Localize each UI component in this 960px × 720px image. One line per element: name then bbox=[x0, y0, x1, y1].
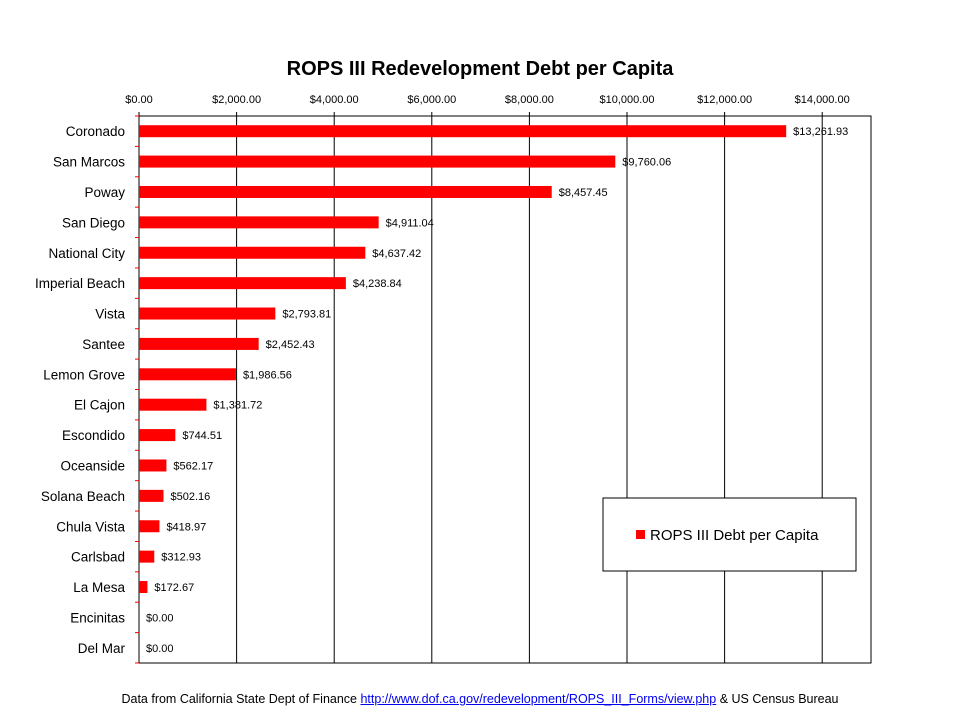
category-label: Santee bbox=[82, 337, 125, 352]
bar bbox=[139, 277, 346, 290]
data-label: $1,986.56 bbox=[243, 369, 292, 381]
data-label: $13,261.93 bbox=[793, 126, 848, 138]
category-label: Imperial Beach bbox=[35, 276, 125, 291]
x-tick-label: $0.00 bbox=[125, 94, 153, 106]
data-label: $8,457.45 bbox=[559, 187, 608, 199]
data-labels: $13,261.93 $9,760.06 $8,457.45 $4,911.04 $4,… bbox=[146, 126, 848, 655]
bar bbox=[139, 125, 787, 138]
bar bbox=[139, 246, 366, 259]
category-label: Lemon Grove bbox=[43, 367, 125, 382]
category-label: Vista bbox=[95, 307, 125, 322]
chart-title: ROPS III Redevelopment Debt per Capita bbox=[287, 58, 675, 80]
data-label: $172.67 bbox=[154, 582, 194, 594]
category-label: Oceanside bbox=[60, 458, 125, 473]
legend: ROPS III Debt per Capita bbox=[602, 497, 857, 572]
data-label: $2,452.43 bbox=[266, 339, 315, 351]
data-label: $4,637.42 bbox=[372, 248, 421, 260]
category-label: El Cajon bbox=[74, 398, 125, 413]
data-label: $1,381.72 bbox=[213, 400, 262, 412]
data-label: $312.93 bbox=[161, 552, 201, 564]
bar bbox=[139, 155, 616, 168]
data-label: $9,760.06 bbox=[622, 157, 671, 169]
legend-label: ROPS III Debt per Capita bbox=[650, 527, 819, 544]
x-tick-label: $12,000.00 bbox=[697, 94, 752, 106]
bar bbox=[139, 337, 259, 350]
data-label: $4,238.84 bbox=[353, 278, 402, 290]
grid-lines bbox=[138, 112, 823, 663]
category-label: Coronado bbox=[66, 124, 125, 139]
data-label: $0.00 bbox=[146, 612, 174, 624]
category-label: Escondido bbox=[62, 428, 125, 443]
bars bbox=[139, 125, 787, 594]
data-label: $4,911.04 bbox=[386, 217, 434, 229]
plot-area-border bbox=[138, 115, 872, 664]
category-label: San Marcos bbox=[53, 155, 125, 170]
y-axis-categories: Coronado San Marcos Poway San Diego National… bbox=[35, 115, 139, 664]
x-axis-ticks: $0.00 $2,000.00 $4,000.00 $6,000.00 $8,000.0… bbox=[125, 94, 849, 106]
x-tick-label: $10,000.00 bbox=[599, 94, 654, 106]
data-label: $2,793.81 bbox=[282, 309, 331, 321]
data-label: $0.00 bbox=[146, 643, 174, 655]
bar bbox=[139, 550, 155, 563]
bar bbox=[139, 216, 379, 229]
x-tick-label: $4,000.00 bbox=[310, 94, 359, 106]
bar bbox=[139, 489, 164, 502]
source-link[interactable]: http://www.dof.ca.gov/redevelopment/ROPS… bbox=[360, 692, 717, 706]
x-tick-label: $8,000.00 bbox=[505, 94, 554, 106]
category-label: San Diego bbox=[62, 215, 125, 230]
x-tick-label: $6,000.00 bbox=[407, 94, 456, 106]
data-label: $744.51 bbox=[182, 430, 222, 442]
data-label: $502.16 bbox=[171, 491, 211, 503]
footer-source: Data from California State Dept of Finan… bbox=[0, 692, 960, 706]
category-label: Carlsbad bbox=[71, 550, 125, 565]
bar bbox=[139, 520, 160, 533]
category-label: Solana Beach bbox=[41, 489, 125, 504]
category-label: National City bbox=[48, 246, 125, 261]
footer-prefix: Data from California State Dept of Finan… bbox=[121, 692, 361, 706]
category-label: Del Mar bbox=[78, 641, 126, 656]
footer-suffix: & US Census Bureau bbox=[716, 692, 839, 706]
bar bbox=[139, 185, 552, 198]
bar bbox=[139, 307, 276, 320]
legend-swatch bbox=[636, 530, 645, 539]
category-label: Encinitas bbox=[70, 610, 125, 625]
bar bbox=[139, 459, 167, 472]
bar bbox=[139, 368, 236, 381]
category-label: Poway bbox=[84, 185, 125, 200]
category-label: La Mesa bbox=[73, 580, 125, 595]
bar bbox=[139, 429, 176, 442]
x-tick-label: $2,000.00 bbox=[212, 94, 261, 106]
bar bbox=[139, 581, 148, 594]
data-label: $418.97 bbox=[166, 521, 206, 533]
category-label: Chula Vista bbox=[56, 519, 125, 534]
x-tick-label: $14,000.00 bbox=[795, 94, 850, 106]
legend-box bbox=[602, 497, 857, 572]
bar bbox=[139, 398, 207, 411]
data-label: $562.17 bbox=[173, 460, 213, 472]
